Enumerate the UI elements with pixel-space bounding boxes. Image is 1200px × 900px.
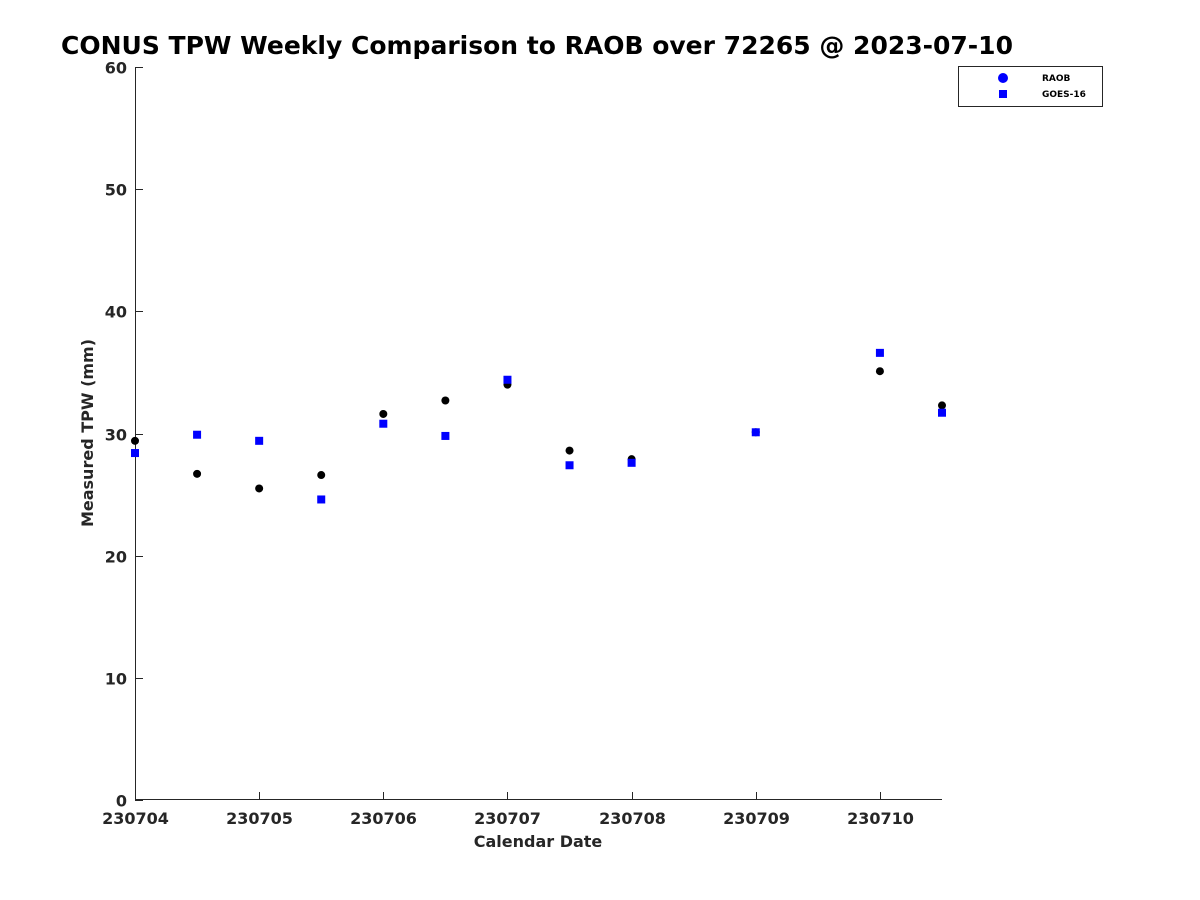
raob-point xyxy=(193,469,202,478)
x-tick-label: 230707 xyxy=(474,809,541,828)
raob-point xyxy=(255,484,264,493)
y-tick-label: 10 xyxy=(105,670,127,689)
y-ticks: 0 10 20 30 40 50 60 xyxy=(105,59,143,811)
x-axis-label: Calendar Date xyxy=(474,832,603,851)
raob-point xyxy=(317,471,326,480)
x-ticks: 230704 230705 230706 230707 230708 230709 2307… xyxy=(102,792,914,828)
y-tick-label: 30 xyxy=(105,426,127,445)
raob-point xyxy=(938,401,946,410)
x-tick-label: 230705 xyxy=(226,809,293,828)
raob-point xyxy=(131,436,139,445)
legend-goes16-marker xyxy=(999,90,1007,98)
raob-point xyxy=(565,446,574,455)
goes16-point xyxy=(627,458,636,467)
x-tick-label: 230708 xyxy=(599,809,666,828)
raob-point xyxy=(379,409,388,418)
x-tick-label: 230709 xyxy=(723,809,790,828)
goes16-point xyxy=(317,495,326,504)
goes16-point xyxy=(193,430,202,439)
legend-raob-label: RAOB xyxy=(1042,74,1071,84)
data-markers xyxy=(131,348,946,504)
y-tick-label: 0 xyxy=(116,792,127,811)
legend-box xyxy=(958,66,1103,107)
chart-title: CONUS TPW Weekly Comparison to RAOB over… xyxy=(61,31,1013,60)
goes16-point xyxy=(255,436,264,445)
goes16-point xyxy=(131,449,139,458)
legend: RAOB GOES-16 xyxy=(958,66,1103,107)
x-tick-label: 230710 xyxy=(847,809,914,828)
raob-point xyxy=(875,367,884,376)
legend-raob-marker xyxy=(998,73,1008,83)
legend-goes16-label: GOES-16 xyxy=(1042,90,1086,100)
y-tick-label: 20 xyxy=(105,548,127,567)
y-tick-label: 50 xyxy=(105,181,127,200)
goes16-point xyxy=(503,375,512,384)
x-tick-label: 230704 xyxy=(102,809,169,828)
y-axis-label: Measured TPW (mm) xyxy=(78,339,97,527)
goes16-point xyxy=(379,419,388,428)
raob-point xyxy=(441,396,450,405)
goes16-point xyxy=(938,408,946,417)
goes16-point xyxy=(875,348,884,357)
goes16-point xyxy=(751,428,760,437)
goes16-point xyxy=(441,431,450,440)
y-tick-label: 40 xyxy=(105,303,127,322)
x-tick-label: 230706 xyxy=(350,809,417,828)
y-tick-label: 60 xyxy=(105,59,127,78)
goes16-point xyxy=(565,461,574,470)
